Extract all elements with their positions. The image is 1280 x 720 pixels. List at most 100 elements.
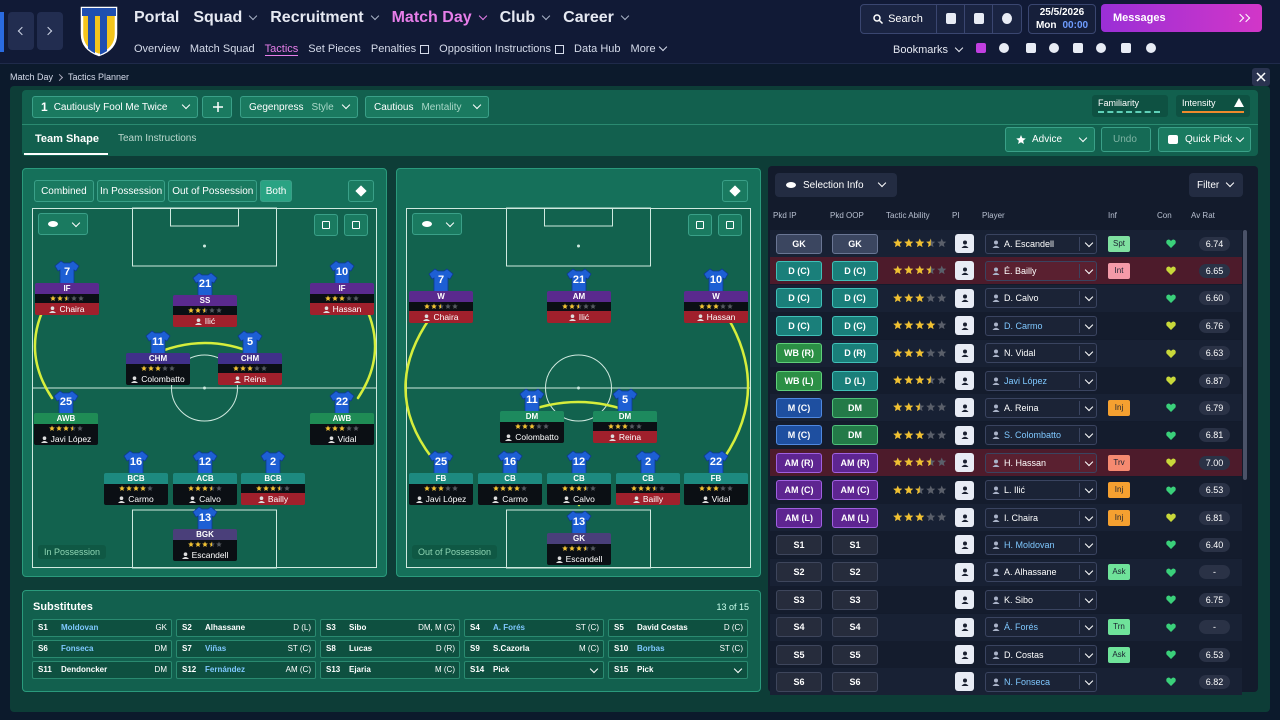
position-box[interactable]: D (C) bbox=[832, 315, 878, 336]
position-box[interactable]: S6 bbox=[776, 671, 822, 692]
messages-button[interactable]: Messages bbox=[1101, 4, 1262, 32]
position-box[interactable]: S2 bbox=[832, 562, 878, 583]
substitute-slot[interactable]: S2 Alhassane D (L) bbox=[176, 619, 316, 637]
substitute-slot[interactable]: S11 Dendoncker DM bbox=[32, 661, 172, 679]
position-box[interactable]: GK bbox=[832, 233, 878, 254]
menu-item[interactable]: Career bbox=[563, 9, 630, 27]
menu-item[interactable]: Match Day bbox=[392, 9, 487, 27]
icon-button[interactable] bbox=[937, 5, 965, 33]
player-name[interactable]: Bailly bbox=[616, 493, 680, 505]
substitute-slot[interactable]: S13 Ejaria M (C) bbox=[320, 661, 460, 679]
position-box[interactable]: S1 bbox=[776, 534, 822, 555]
player-select[interactable]: H. Moldovan bbox=[985, 534, 1097, 555]
filter-button[interactable]: Both bbox=[260, 180, 292, 202]
position-box[interactable]: AM (L) bbox=[832, 507, 878, 528]
player-instructions[interactable] bbox=[955, 453, 974, 473]
player-name[interactable]: Reina bbox=[593, 431, 657, 443]
player-select[interactable]: É. Bailly bbox=[985, 260, 1097, 281]
pitch-options[interactable] bbox=[722, 180, 748, 202]
submenu-item[interactable]: Data Hub bbox=[574, 43, 620, 55]
selection-info-button[interactable]: Selection Info bbox=[775, 173, 897, 197]
submenu-item[interactable]: Penalties bbox=[371, 43, 430, 55]
advice-button[interactable]: Advice bbox=[1005, 127, 1095, 152]
position-box[interactable]: D (L) bbox=[832, 370, 878, 391]
filter-button[interactable]: Combined bbox=[34, 180, 94, 202]
player-select[interactable]: Á. Forés bbox=[985, 617, 1097, 638]
position-box[interactable]: WB (L) bbox=[776, 370, 822, 391]
player-instructions[interactable] bbox=[955, 316, 974, 336]
position-box[interactable]: DM bbox=[832, 425, 878, 446]
position-box[interactable]: AM (C) bbox=[776, 480, 822, 501]
player-instructions[interactable] bbox=[955, 398, 974, 418]
player-instructions[interactable] bbox=[955, 425, 974, 445]
shortcut-icon[interactable] bbox=[976, 43, 986, 53]
filter-button[interactable]: Filter bbox=[1189, 173, 1243, 197]
scrollbar[interactable] bbox=[1243, 230, 1247, 480]
position-box[interactable]: S3 bbox=[776, 589, 822, 610]
player-instructions[interactable] bbox=[955, 617, 974, 637]
pitch-tool[interactable] bbox=[718, 214, 742, 236]
style-select[interactable]: Gegenpress Style bbox=[240, 96, 358, 118]
player-name[interactable]: Chaira bbox=[409, 311, 473, 323]
player-name[interactable]: Carmo bbox=[478, 493, 542, 505]
player-select[interactable]: N. Vidal bbox=[985, 343, 1097, 364]
substitute-slot[interactable]: S14 Pick bbox=[464, 661, 604, 679]
substitute-slot[interactable]: S12 Fernández AM (C) bbox=[176, 661, 316, 679]
substitute-slot[interactable]: S4 A. Forés ST (C) bbox=[464, 619, 604, 637]
substitute-slot[interactable]: S15 Pick bbox=[608, 661, 748, 679]
position-box[interactable]: D (C) bbox=[776, 315, 822, 336]
back-button[interactable] bbox=[8, 12, 34, 50]
player-name[interactable]: Vidal bbox=[684, 493, 748, 505]
player-instructions[interactable] bbox=[955, 508, 974, 527]
player-name[interactable]: Javi López bbox=[409, 493, 473, 505]
search-button[interactable]: Search bbox=[861, 5, 937, 33]
shortcut-icon[interactable] bbox=[1121, 43, 1131, 53]
pitch-tool[interactable] bbox=[314, 214, 338, 236]
position-box[interactable]: M (C) bbox=[776, 425, 822, 446]
player-name[interactable]: Calvo bbox=[547, 493, 611, 505]
player-instructions[interactable] bbox=[955, 645, 974, 664]
substitute-slot[interactable]: S5 David Costas D (C) bbox=[608, 619, 748, 637]
position-box[interactable]: S4 bbox=[776, 617, 822, 638]
date-box[interactable]: 25/5/2026 Mon 00:00 bbox=[1028, 4, 1096, 34]
shortcut-icon[interactable] bbox=[1096, 43, 1106, 53]
filter-button[interactable]: Out of Possession bbox=[168, 180, 258, 202]
player-name[interactable]: Javi López bbox=[34, 433, 98, 445]
menu-item[interactable]: Recruitment bbox=[270, 9, 379, 27]
player-select[interactable]: L. Ilić bbox=[985, 480, 1097, 501]
player-name[interactable]: Ilić bbox=[173, 315, 237, 327]
position-box[interactable]: S4 bbox=[832, 617, 878, 638]
mentality-select[interactable]: Cautious Mentality bbox=[365, 96, 489, 118]
position-box[interactable]: D (C) bbox=[832, 260, 878, 281]
player-instructions[interactable] bbox=[955, 590, 974, 610]
visibility-toggle[interactable] bbox=[38, 213, 88, 235]
player-name[interactable]: Colombatto bbox=[126, 373, 190, 385]
pitch-tool[interactable] bbox=[344, 214, 368, 236]
player-select[interactable]: D. Carmo bbox=[985, 315, 1097, 336]
visibility-toggle[interactable] bbox=[412, 213, 462, 235]
add-tactic[interactable] bbox=[202, 96, 232, 118]
position-box[interactable]: S6 bbox=[832, 671, 878, 692]
submenu-item[interactable]: Tactics bbox=[264, 43, 299, 56]
pitch-options[interactable] bbox=[348, 180, 374, 202]
bookmarks[interactable]: Bookmarks bbox=[893, 43, 964, 57]
icon-button[interactable] bbox=[993, 5, 1021, 33]
submenu-item[interactable]: Opposition Instructions bbox=[439, 43, 565, 55]
player-select[interactable]: A. Escandell bbox=[985, 233, 1097, 254]
shortcut-icon[interactable] bbox=[1146, 43, 1156, 53]
player-instructions[interactable] bbox=[955, 288, 974, 308]
player-instructions[interactable] bbox=[955, 535, 974, 555]
submenu-item[interactable]: Set Pieces bbox=[308, 43, 361, 55]
player-select[interactable]: D. Costas bbox=[985, 644, 1097, 665]
player-name[interactable]: Escandell bbox=[547, 553, 611, 565]
position-box[interactable]: AM (R) bbox=[832, 452, 878, 473]
player-name[interactable]: Reina bbox=[218, 373, 282, 385]
submenu-item[interactable]: Overview bbox=[134, 43, 180, 55]
shortcut-icon[interactable] bbox=[999, 43, 1009, 53]
quick-pick-button[interactable]: Quick Pick bbox=[1158, 127, 1251, 152]
player-name[interactable]: Colombatto bbox=[500, 431, 564, 443]
player-instructions[interactable] bbox=[955, 343, 974, 363]
substitute-slot[interactable]: S7 Viñas ST (C) bbox=[176, 640, 316, 658]
player-name[interactable]: Carmo bbox=[104, 493, 168, 505]
player-select[interactable]: A. Reina bbox=[985, 397, 1097, 418]
